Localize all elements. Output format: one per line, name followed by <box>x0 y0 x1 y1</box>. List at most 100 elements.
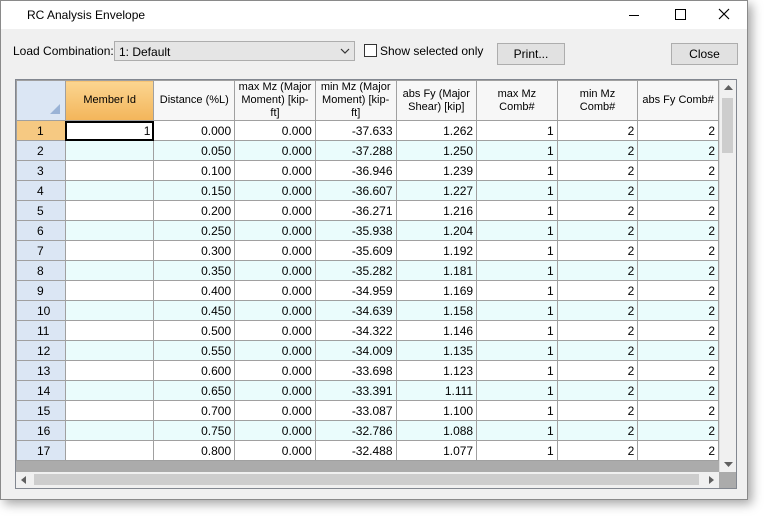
table-cell[interactable]: 0.350 <box>153 260 236 281</box>
table-cell[interactable]: 1 <box>476 400 558 421</box>
close-button[interactable]: Close <box>671 43 738 65</box>
table-cell[interactable]: -36.271 <box>314 200 397 221</box>
row-header[interactable]: 1 <box>16 120 66 141</box>
column-header[interactable]: min Mz (Major Moment) [kip-ft] <box>314 80 397 121</box>
table-cell[interactable]: 0.000 <box>234 220 316 241</box>
table-cell[interactable]: 2 <box>556 180 639 201</box>
table-cell[interactable]: -32.786 <box>314 420 397 441</box>
row-header[interactable]: 8 <box>16 260 66 281</box>
table-cell[interactable]: -32.488 <box>314 440 397 461</box>
table-cell[interactable]: 2 <box>556 340 639 361</box>
table-cell[interactable]: 1 <box>476 280 558 301</box>
table-cell[interactable]: 0.000 <box>234 240 316 261</box>
maximize-button[interactable] <box>657 1 703 29</box>
column-header[interactable]: min Mz Comb# <box>556 80 639 121</box>
table-cell[interactable]: 1 <box>476 240 558 261</box>
row-header[interactable]: 7 <box>16 240 66 261</box>
table-cell[interactable]: -34.639 <box>314 300 397 321</box>
table-cell[interactable]: 2 <box>556 400 639 421</box>
table-cell[interactable]: -37.633 <box>314 120 397 141</box>
table-cell[interactable]: 1.123 <box>395 360 478 381</box>
table-cell[interactable]: -35.282 <box>314 260 397 281</box>
row-header[interactable]: 16 <box>16 420 66 441</box>
table-cell[interactable]: 2 <box>556 440 639 461</box>
table-cell[interactable]: 2 <box>637 320 719 341</box>
row-header[interactable]: 14 <box>16 380 66 401</box>
table-cell[interactable]: 0.000 <box>234 200 316 221</box>
table-cell[interactable]: 0.000 <box>153 120 236 141</box>
vertical-scroll-thumb[interactable] <box>722 98 733 153</box>
vertical-scrollbar[interactable] <box>719 80 736 472</box>
table-cell[interactable]: 0.300 <box>153 240 236 261</box>
table-cell[interactable] <box>64 180 155 201</box>
row-header[interactable]: 4 <box>16 180 66 201</box>
scroll-up-arrow[interactable] <box>720 80 737 96</box>
table-cell[interactable]: 0.150 <box>153 180 236 201</box>
print-button[interactable]: Print... <box>497 43 565 65</box>
table-cell[interactable]: 2 <box>637 300 719 321</box>
table-cell[interactable]: 2 <box>637 140 719 161</box>
table-cell[interactable] <box>64 440 155 461</box>
scroll-down-arrow[interactable] <box>720 456 737 472</box>
table-cell[interactable]: -33.087 <box>314 400 397 421</box>
table-cell[interactable]: 2 <box>637 260 719 281</box>
table-cell[interactable]: 1.077 <box>395 440 478 461</box>
table-cell[interactable]: 1.169 <box>395 280 478 301</box>
table-cell[interactable]: 2 <box>556 320 639 341</box>
table-cell[interactable]: 2 <box>556 300 639 321</box>
table-cell[interactable]: 1 <box>476 180 558 201</box>
table-cell[interactable]: 0.000 <box>234 140 316 161</box>
table-cell[interactable]: 2 <box>556 160 639 181</box>
table-cell[interactable]: 2 <box>556 280 639 301</box>
table-cell[interactable]: 1.227 <box>395 180 478 201</box>
table-cell[interactable]: 1 <box>476 260 558 281</box>
table-cell[interactable]: -36.946 <box>314 160 397 181</box>
table-cell[interactable]: 2 <box>637 420 719 441</box>
table-cell[interactable]: 1.088 <box>395 420 478 441</box>
table-cell[interactable]: 0.000 <box>234 340 316 361</box>
table-cell[interactable]: 2 <box>637 440 719 461</box>
table-cell[interactable]: 2 <box>556 200 639 221</box>
table-cell[interactable]: 0.000 <box>234 420 316 441</box>
show-selected-checkbox[interactable] <box>364 44 377 57</box>
table-cell[interactable]: 0.000 <box>234 260 316 281</box>
close-window-button[interactable] <box>701 1 747 29</box>
table-cell[interactable]: 0.750 <box>153 420 236 441</box>
table-cell[interactable]: 2 <box>637 220 719 241</box>
table-cell[interactable]: 2 <box>637 360 719 381</box>
table-cell[interactable]: 2 <box>637 400 719 421</box>
table-cell[interactable]: 0.100 <box>153 160 236 181</box>
table-cell[interactable]: 0.250 <box>153 220 236 241</box>
table-cell[interactable]: 0.700 <box>153 400 236 421</box>
row-header[interactable]: 3 <box>16 160 66 181</box>
table-cell[interactable] <box>64 360 155 381</box>
table-cell[interactable] <box>64 320 155 341</box>
table-cell[interactable]: 0.000 <box>234 160 316 181</box>
row-header[interactable]: 10 <box>16 300 66 321</box>
table-cell[interactable]: 1 <box>476 200 558 221</box>
table-cell[interactable]: 2 <box>556 420 639 441</box>
row-header[interactable]: 2 <box>16 140 66 161</box>
table-cell[interactable]: 1.146 <box>395 320 478 341</box>
table-cell[interactable]: 1 <box>64 120 155 141</box>
horizontal-scrollbar[interactable] <box>16 472 719 488</box>
table-cell[interactable]: 0.000 <box>234 380 316 401</box>
table-cell[interactable] <box>64 380 155 401</box>
table-cell[interactable]: 1.135 <box>395 340 478 361</box>
table-cell[interactable]: 0.000 <box>234 180 316 201</box>
table-cell[interactable]: 2 <box>556 260 639 281</box>
table-cell[interactable] <box>64 300 155 321</box>
table-cell[interactable]: 0.550 <box>153 340 236 361</box>
table-cell[interactable]: -33.698 <box>314 360 397 381</box>
table-cell[interactable]: 0.000 <box>234 120 316 141</box>
table-cell[interactable]: 1.239 <box>395 160 478 181</box>
table-cell[interactable]: 2 <box>637 180 719 201</box>
table-cell[interactable]: 0.000 <box>234 280 316 301</box>
corner-cell[interactable] <box>16 80 66 121</box>
table-cell[interactable]: 2 <box>637 280 719 301</box>
table-cell[interactable]: 2 <box>556 360 639 381</box>
table-cell[interactable]: 1 <box>476 340 558 361</box>
row-header[interactable]: 9 <box>16 280 66 301</box>
table-cell[interactable]: 0.450 <box>153 300 236 321</box>
table-cell[interactable]: -35.609 <box>314 240 397 261</box>
